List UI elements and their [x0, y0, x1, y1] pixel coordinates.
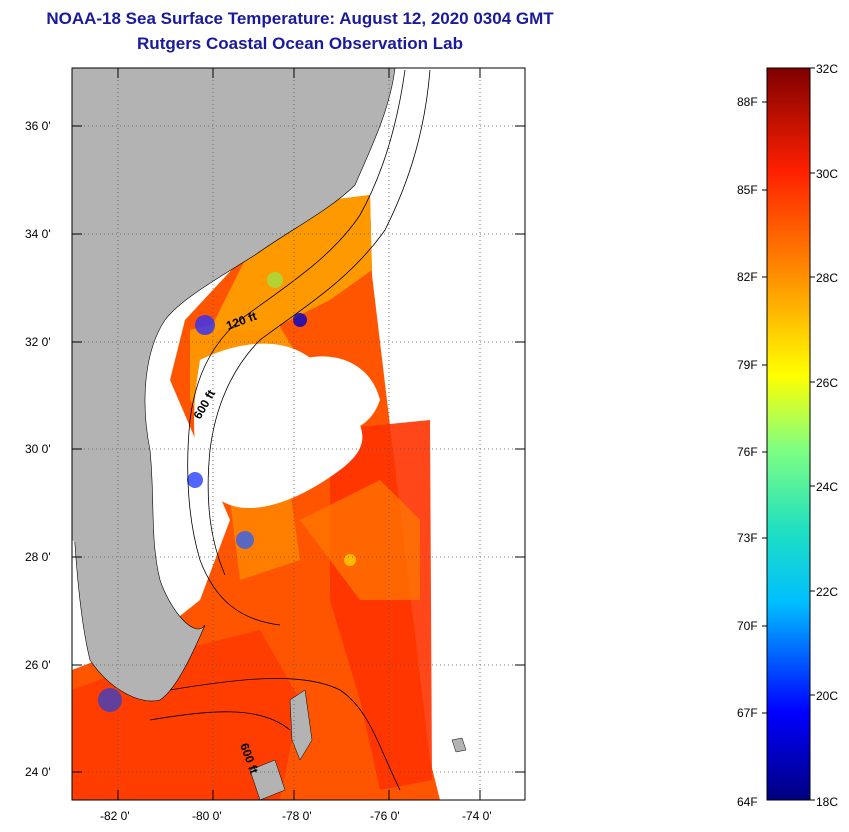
- lon-label: -76 0': [370, 809, 400, 823]
- map-subtitle: Rutgers Coastal Ocean Observation Lab: [137, 34, 463, 53]
- colorbar-fahrenheit-label: 64F: [737, 795, 758, 809]
- axis-ticks: [72, 68, 525, 800]
- lat-label: 24 0': [25, 765, 51, 779]
- lat-label: 36 0': [25, 119, 51, 133]
- colorbar-gradient: [766, 67, 811, 801]
- lat-label: 30 0': [25, 442, 51, 456]
- colorbar-celsius-label: 30C: [816, 167, 838, 181]
- lat-label: 34 0': [25, 227, 51, 241]
- lat-label: 32 0': [25, 335, 51, 349]
- lat-label: 28 0': [25, 550, 51, 564]
- colorbar-fahrenheit-label: 76F: [737, 445, 758, 459]
- colorbar-fahrenheit-label: 85F: [737, 183, 758, 197]
- latitude-labels: 36 0' 34 0' 32 0' 30 0' 28 0' 26 0' 24 0…: [25, 119, 51, 779]
- colorbar-celsius-label: 32C: [816, 62, 838, 76]
- temperature-colorbar: 32C 30C 28C 26C 24C 22C 20C 18C 88F 85F …: [737, 62, 838, 809]
- colorbar-celsius-label: 28C: [816, 271, 838, 285]
- colorbar-celsius-label: 18C: [816, 795, 838, 809]
- map-area: 120 ft 600 ft 600 ft: [72, 68, 525, 800]
- colorbar-fahrenheit-label: 79F: [737, 358, 758, 372]
- colorbar-fahrenheit-label: 82F: [737, 270, 758, 284]
- lon-label: -80 0': [192, 809, 222, 823]
- colorbar-fahrenheit-label: 73F: [737, 531, 758, 545]
- lon-label: -82 0': [100, 809, 130, 823]
- lon-label: -74 0': [462, 809, 492, 823]
- colorbar-celsius-label: 24C: [816, 480, 838, 494]
- land-mass: [72, 68, 467, 800]
- map-title: NOAA-18 Sea Surface Temperature: August …: [46, 9, 554, 28]
- lon-label: -78 0': [282, 809, 312, 823]
- bathymetry-contours: [149, 69, 431, 791]
- colorbar-fahrenheit-label: 88F: [737, 95, 758, 109]
- longitude-labels: -82 0' -80 0' -78 0' -76 0' -74 0': [100, 809, 492, 823]
- map-frame: [71, 67, 526, 801]
- colorbar-fahrenheit-label: 67F: [737, 706, 758, 720]
- colorbar-celsius-label: 22C: [816, 585, 838, 599]
- lat-label: 26 0': [25, 658, 51, 672]
- sst-swath: [72, 195, 440, 800]
- colorbar-fahrenheit-label: 70F: [737, 619, 758, 633]
- colorbar-celsius-label: 26C: [816, 376, 838, 390]
- colorbar-celsius-label: 20C: [816, 689, 838, 703]
